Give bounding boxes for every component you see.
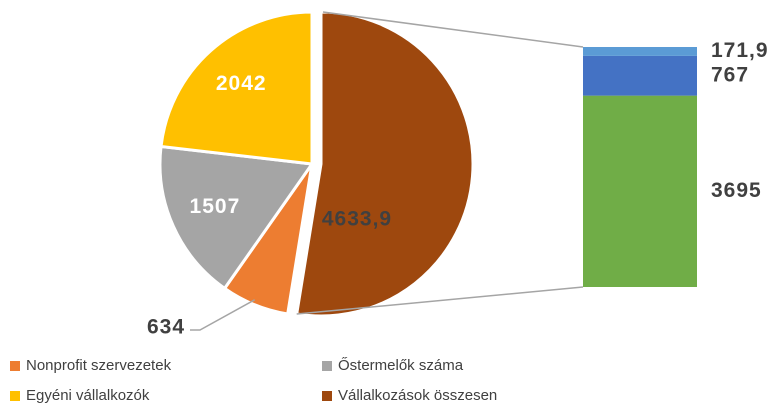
legend-swatch	[10, 361, 20, 371]
bar-segment	[583, 95, 697, 288]
data-label: 767	[711, 63, 749, 86]
data-label: 171,9	[711, 39, 769, 62]
data-label: 3695	[711, 179, 762, 202]
bar-segment	[583, 47, 697, 56]
legend-label: Vállalkozások összesen	[338, 387, 497, 404]
legend-label: Egyéni vállalkozók	[26, 387, 150, 404]
data-label: 2042	[216, 72, 267, 95]
legend-swatch	[322, 391, 332, 401]
legend-label: Nonprofit szervezetek	[26, 357, 172, 374]
legend-swatch	[322, 361, 332, 371]
connector	[322, 11, 584, 48]
leader-line	[190, 299, 256, 331]
pie-slice	[159, 10, 314, 166]
legend-swatch	[10, 391, 20, 401]
connector	[296, 286, 584, 315]
pie-slice	[158, 144, 315, 291]
pie-slice	[294, 10, 475, 318]
bar-segment	[583, 55, 697, 96]
data-label: 4633,9	[322, 208, 392, 231]
data-label: 1507	[190, 195, 241, 218]
data-label: 634	[147, 316, 185, 339]
legend-label: Őstermelők száma	[338, 357, 464, 374]
